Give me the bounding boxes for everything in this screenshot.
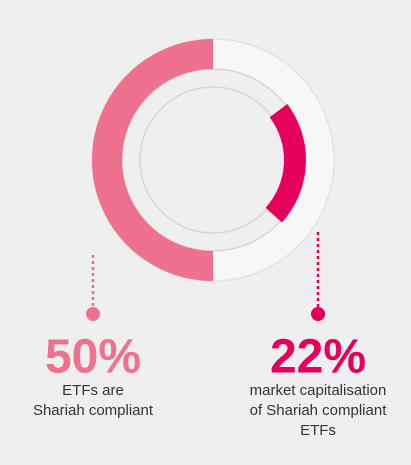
description: ETFs (300, 422, 336, 439)
ring-arc (92, 39, 214, 281)
ring-arc (265, 104, 306, 223)
description: Shariah compliant (33, 402, 154, 419)
description: ETFs are (62, 382, 124, 399)
leader-dot (86, 307, 100, 321)
inner-track-edge (121, 68, 305, 252)
value-label: 22% (270, 331, 366, 384)
leader-dot (311, 307, 325, 321)
value-label: 50% (45, 331, 141, 384)
description: market capitalisation (250, 382, 387, 399)
inner-track-edge (139, 86, 287, 234)
description: of Shariah compliant (250, 402, 388, 419)
